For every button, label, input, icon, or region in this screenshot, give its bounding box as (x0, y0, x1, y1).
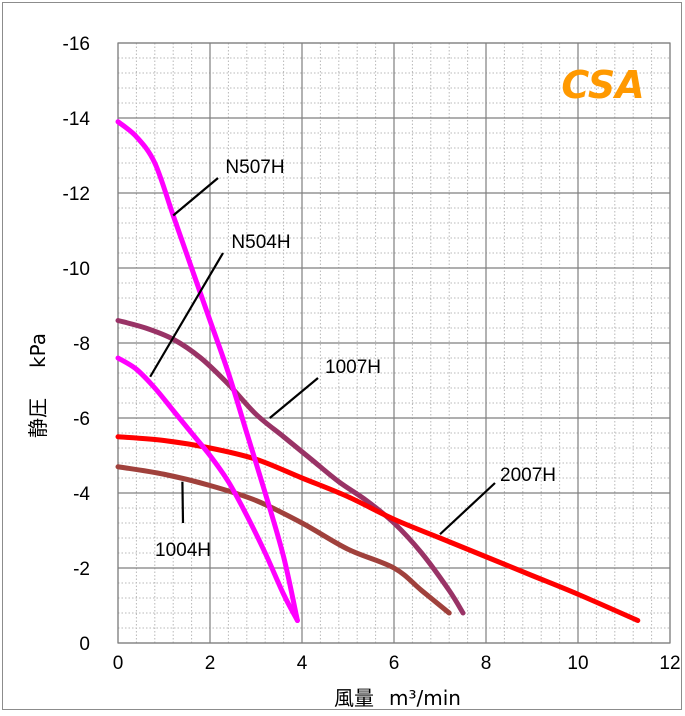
y-tick-label: -4 (73, 484, 90, 505)
leader-line-n504h (149, 252, 224, 378)
series-label-1007h: 1007H (325, 357, 381, 378)
y-tick-label: -14 (63, 109, 91, 130)
leader-line-n507h (172, 177, 219, 217)
chart-canvas: 0 2 4 6 8 10 12 0 -2 -4 -6 -8 -10 -12 -14 -16 風量 m³/min 静圧… (26, 34, 681, 710)
x-axis-unit: m³/min (389, 686, 461, 710)
series-line-1007h (115, 318, 466, 616)
x-tick-label: 10 (567, 653, 588, 674)
y-tick-label: -8 (73, 334, 90, 355)
series-label-n504h: N504H (231, 232, 290, 253)
series-label-n507h: N507H (225, 157, 284, 178)
y-tick-label: -2 (73, 559, 90, 580)
y-axis-title-group: 静圧 kPa (26, 333, 50, 438)
x-tick-label: 6 (389, 653, 400, 674)
y-tick-label: -16 (63, 34, 90, 55)
series-line-2007h (115, 434, 641, 623)
brand-label: CSA (561, 63, 644, 107)
plot-border (117, 42, 671, 644)
x-axis-title: 風量 (334, 686, 374, 710)
series-line-n504h (115, 355, 300, 623)
x-tick-label: 8 (481, 653, 492, 674)
leader-line-1004h (181, 481, 185, 524)
leader-line-1007h (269, 377, 319, 419)
y-tick-label: -12 (63, 184, 90, 205)
x-tick-label: 2 (205, 653, 216, 674)
x-tick-label: 0 (113, 653, 124, 674)
series-label-2007h: 2007H (500, 465, 556, 486)
y-tick-label: 0 (79, 634, 90, 655)
y-tick-label: -10 (63, 259, 90, 280)
y-axis-title: 静圧 (26, 398, 50, 438)
y-axis-unit: kPa (26, 333, 50, 368)
series-line-n507h (115, 119, 300, 623)
x-tick-label: 4 (297, 653, 308, 674)
y-tick-label: -6 (73, 409, 90, 430)
leader-line-2007h (439, 482, 496, 536)
x-tick-label: 12 (659, 653, 680, 674)
series-line-1004h (115, 464, 452, 616)
series-label-1004h: 1004H (155, 540, 211, 561)
